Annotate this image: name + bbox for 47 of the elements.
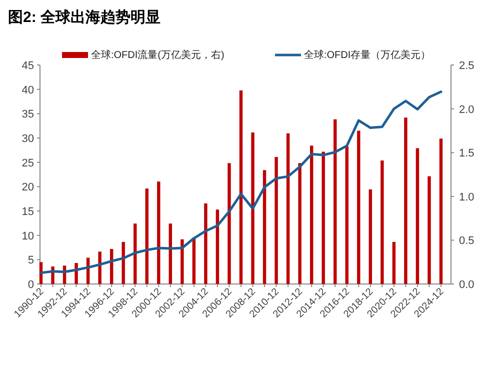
- legend-label: 全球:OFDI存量（万亿美元）: [304, 49, 431, 61]
- bar: [368, 189, 372, 284]
- bar: [262, 170, 266, 284]
- y-tick-label: 15: [22, 206, 34, 218]
- y2-tick-label: 0.0: [459, 279, 474, 291]
- bar: [439, 138, 443, 284]
- bar: [157, 182, 160, 284]
- y2-tick-label: 1.0: [459, 191, 474, 204]
- bar: [345, 146, 348, 284]
- y-tick-label: 5: [28, 254, 34, 267]
- bar: [357, 130, 360, 284]
- y-tick-label: 40: [22, 84, 34, 96]
- bar: [404, 118, 408, 284]
- bar: [228, 163, 231, 284]
- bar: [310, 146, 314, 284]
- bar: [286, 133, 290, 284]
- bar: [216, 210, 220, 284]
- y-tick-label: 45: [22, 60, 34, 72]
- y-tick-label: 25: [22, 157, 34, 170]
- bar: [334, 119, 337, 284]
- y-tick-label: 10: [22, 230, 34, 242]
- bar: [180, 239, 184, 284]
- bar: [134, 224, 137, 284]
- bar: [416, 148, 420, 284]
- bar: [239, 90, 243, 284]
- bar: [274, 156, 278, 284]
- y-tick-label: 35: [22, 108, 34, 121]
- y-tick-label: 30: [22, 133, 34, 145]
- bar: [204, 203, 208, 284]
- bar: [251, 132, 254, 284]
- y2-tick-label: 0.5: [459, 235, 474, 248]
- line-series: [40, 90, 442, 274]
- y2-tick-label: 1.5: [459, 148, 474, 160]
- bar: [145, 188, 148, 284]
- bar: [322, 152, 325, 284]
- y-tick-label: 20: [22, 182, 34, 194]
- bar: [428, 176, 431, 284]
- bar: [98, 252, 102, 284]
- bar: [168, 224, 172, 284]
- y2-tick-label: 2.0: [459, 104, 474, 116]
- bar: [392, 242, 396, 284]
- y-tick-label: 0: [28, 279, 34, 291]
- bar: [298, 163, 302, 284]
- bar: [380, 160, 384, 284]
- chart-title: 图2: 全球出海趋势明显: [8, 9, 161, 26]
- y2-tick-label: 2.5: [459, 60, 474, 72]
- legend-label: 全球:OFDI流量(万亿美元，右): [91, 49, 224, 61]
